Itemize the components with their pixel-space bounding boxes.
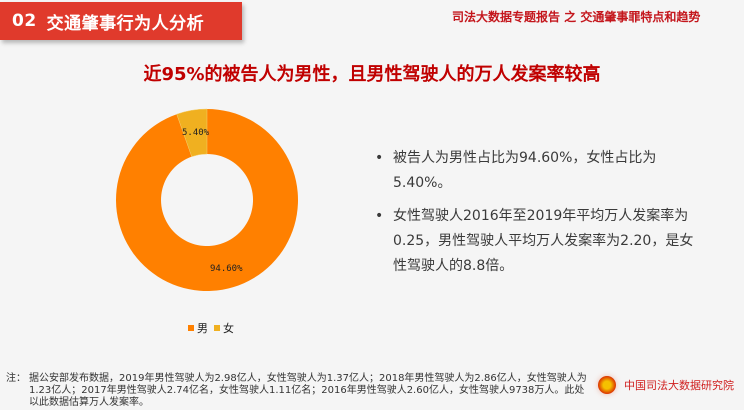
national-emblem-icon <box>598 376 616 394</box>
footnote: 注： 据公安部发布数据，2019年男性驾驶人为2.98亿人，女性驾驶人为1.37… <box>6 373 590 409</box>
slice-male <box>116 109 299 291</box>
slice-female <box>176 108 208 157</box>
donut-chart: 5.40% 94.60% <box>110 104 310 299</box>
footnote-label: 注： <box>6 373 26 384</box>
bullet-list: • 被告人为男性占比为94.60%，女性占比为5.40%。 • 女性驾驶人201… <box>375 146 705 287</box>
organization-logo: 中国司法大数据研究院 <box>598 376 734 394</box>
footnote-text: 据公安部发布数据，2019年男性驾驶人为2.98亿人，女性驾驶人为1.37亿人；… <box>29 373 587 408</box>
legend-swatch-female <box>214 325 220 331</box>
label-male: 94.60% <box>210 264 243 274</box>
report-title: 司法大数据专题报告 之 交通肇事罪特点和趋势 <box>452 10 701 24</box>
label-female: 5.40% <box>182 128 210 138</box>
legend-item-male: 男 <box>188 320 208 336</box>
legend-item-female: 女 <box>214 320 234 336</box>
section-title: 交通肇事行为人分析 <box>46 13 205 34</box>
donut-svg <box>116 108 299 291</box>
bullet-item: • 女性驾驶人2016年至2019年平均万人发案率为0.25，男性驾驶人平均万人… <box>375 204 705 279</box>
section-badge: 02 交通肇事行为人分析 <box>0 2 242 40</box>
organization-name: 中国司法大数据研究院 <box>624 379 734 392</box>
section-number: 02 <box>12 11 37 31</box>
bullet-item: • 被告人为男性占比为94.60%，女性占比为5.40%。 <box>375 146 705 196</box>
legend-label: 女 <box>223 322 234 335</box>
legend-label: 男 <box>197 322 208 335</box>
bullet-dot: • <box>375 208 384 224</box>
bullet-text: 女性驾驶人2016年至2019年平均万人发案率为0.25，男性驾驶人平均万人发案… <box>393 208 694 274</box>
legend-swatch-male <box>188 325 194 331</box>
page-headline: 近95%的被告人为男性，且男性驾驶人的万人发案率较高 <box>143 64 601 85</box>
bullet-text: 被告人为男性占比为94.60%，女性占比为5.40%。 <box>393 150 657 191</box>
chart-legend: 男 女 <box>188 320 240 336</box>
bullet-dot: • <box>375 150 384 166</box>
